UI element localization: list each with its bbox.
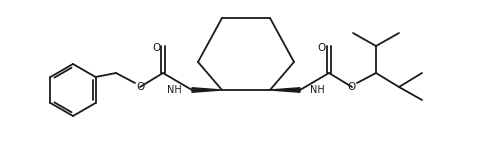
- Polygon shape: [192, 88, 222, 92]
- Text: O: O: [136, 82, 144, 92]
- Text: NH: NH: [310, 85, 325, 95]
- Text: NH: NH: [167, 85, 182, 95]
- Text: O: O: [318, 43, 326, 53]
- Text: O: O: [348, 82, 356, 92]
- Polygon shape: [270, 88, 300, 92]
- Text: O: O: [152, 43, 160, 53]
